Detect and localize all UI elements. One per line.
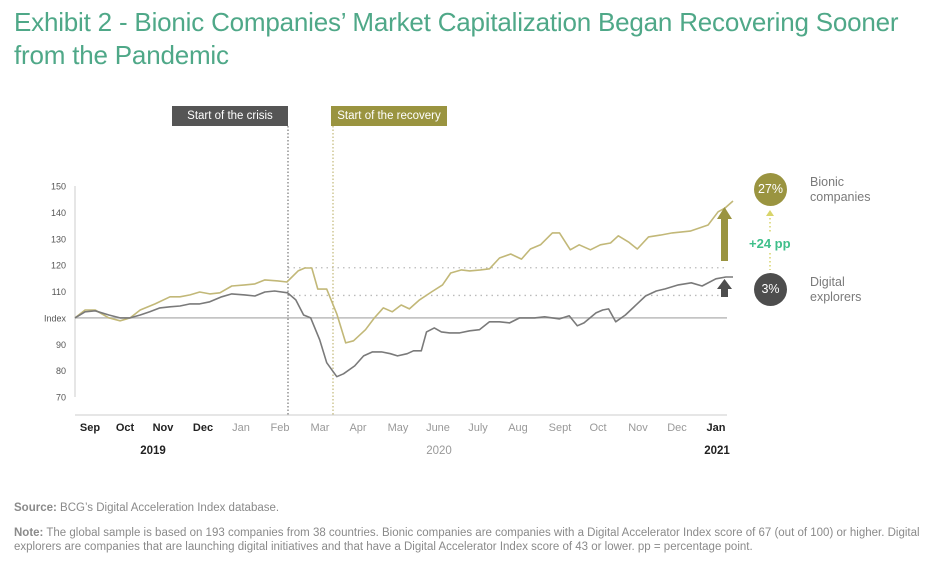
bionic-gap-arrowhead: [717, 207, 732, 219]
y-tick-label: 140: [51, 208, 66, 218]
x-tick-label: Feb: [271, 422, 290, 434]
source-label: Source:: [14, 502, 57, 514]
x-tick-label: Jan: [707, 422, 726, 434]
explorers-line: [74, 276, 733, 378]
x-tick-label: Nov: [153, 422, 175, 434]
x-tick-label: Oct: [116, 422, 135, 434]
explorers-gap-arrowhead: [717, 279, 732, 289]
y-tick-label: 130: [51, 234, 66, 244]
bionic-gap-arrow-shaft: [721, 218, 728, 261]
y-tick-label: Index: [44, 313, 67, 323]
footnote: Note: The global sample is based on 193 …: [14, 526, 924, 554]
reference-lines: [75, 126, 727, 415]
series: [74, 200, 734, 378]
y-tick-label: 90: [56, 340, 66, 350]
x-tick-label: May: [388, 422, 409, 434]
year-label: 2019: [140, 445, 166, 457]
explorers-legend-label: Digital explorers: [810, 275, 862, 304]
bionic-growth-badge: 27%: [754, 173, 787, 206]
gap-label: +24 pp: [749, 236, 791, 251]
chart-title: Exhibit 2 - Bionic Companies’ Market Cap…: [14, 7, 899, 70]
year-label: 2021: [704, 445, 730, 457]
note-label: Note:: [14, 527, 44, 539]
axes: 150 140 130 120 110 Index 90 80 70 Sep Oct Nov Dec Ja…: [44, 182, 730, 458]
line-chart: 150 140 130 120 110 Index 90 80 70 Sep Oct Nov Dec Ja…: [44, 126, 774, 458]
x-tick-label: Jan: [232, 422, 250, 434]
x-tick-label: Apr: [349, 422, 366, 434]
x-tick-label: Sept: [549, 422, 572, 434]
bionic-legend-label: Bionic companies: [810, 175, 871, 204]
x-tick-label: Oct: [589, 422, 606, 434]
y-tick-label: 80: [56, 366, 66, 376]
recovery-start-label: Start of the recovery: [331, 106, 447, 126]
y-tick-label: 110: [52, 287, 66, 297]
year-label: 2020: [426, 445, 452, 457]
y-tick-label: 120: [51, 261, 66, 271]
x-tick-label: Nov: [628, 422, 648, 434]
note-text: The global sample is based on 193 compan…: [14, 527, 920, 553]
y-tick-label: 150: [51, 182, 66, 192]
x-tick-label: Mar: [311, 422, 330, 434]
x-tick-label: Sep: [80, 422, 100, 434]
x-tick-label: Dec: [193, 422, 213, 434]
x-tick-label: July: [468, 422, 488, 434]
bionic-line: [74, 200, 734, 344]
explorers-growth-badge: 3%: [754, 273, 787, 306]
x-tick-label: Dec: [667, 422, 687, 434]
x-tick-label: June: [426, 422, 450, 434]
source-text: BCG’s Digital Acceleration Index databas…: [56, 502, 280, 514]
gap-connector-arrowhead: [766, 210, 774, 216]
explorers-gap-arrow-shaft: [721, 288, 728, 297]
x-tick-label: Aug: [508, 422, 528, 434]
y-tick-label: 70: [56, 393, 66, 403]
gap-arrows: [717, 207, 774, 297]
crisis-start-label: Start of the crisis: [172, 106, 288, 126]
source-note: Source: BCG’s Digital Acceleration Index…: [14, 502, 279, 514]
